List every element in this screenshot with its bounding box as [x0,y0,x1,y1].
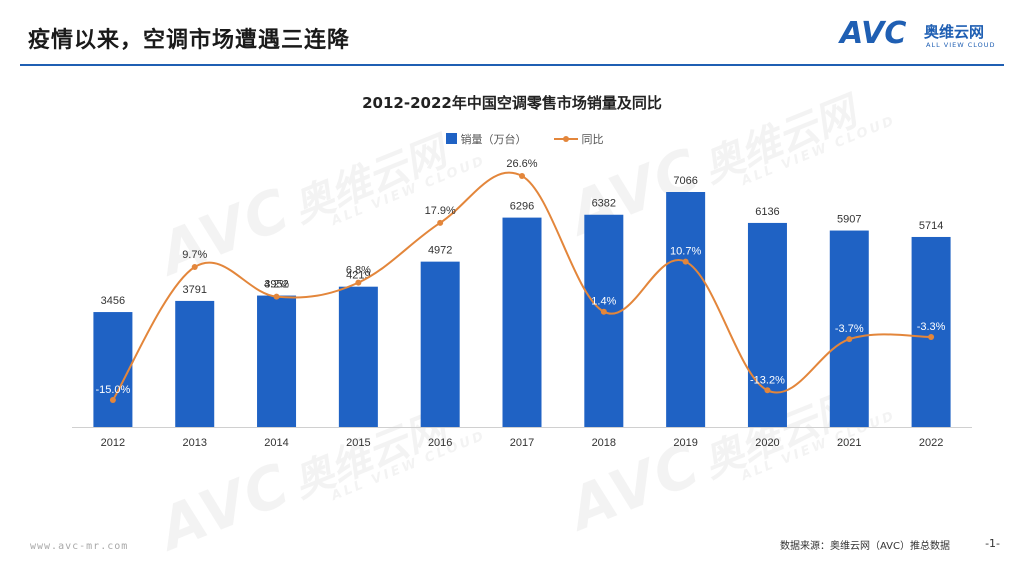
yoy-point-2014 [273,293,280,300]
x-tick-label-2017: 2017 [510,437,534,449]
yoy-point-2018 [600,308,607,315]
legend-bar-swatch [446,133,457,144]
yoy-label-2016: 17.9% [425,205,456,217]
footer-source: 数据来源：奥维云网（AVC）推总数据 [779,541,950,552]
yoy-line [112,171,932,401]
yoy-label-2013: 9.7% [182,249,207,261]
yoy-point-2013 [191,264,198,270]
bar-value-label-2012: 3456 [101,295,125,307]
yoy-point-2022 [928,334,935,340]
header-divider [20,64,1004,66]
bar-2019 [666,192,706,427]
bar-value-label-2019: 7066 [673,175,697,187]
legend-line-swatch [554,136,578,142]
x-tick-label-2014: 2014 [264,437,288,449]
yoy-label-2018: 1.4% [591,296,616,308]
x-tick-label-2018: 2018 [592,437,616,449]
logo-cn-text: 奥维云网 [924,23,985,41]
bar-2017 [502,217,542,427]
x-tick-label-2015: 2015 [346,437,370,449]
x-tick-label-2016: 2016 [428,437,452,449]
legend-item-yoy: 同比 [554,131,604,147]
yoy-label-2017: 26.6% [506,158,537,170]
yoy-label-2020: -13.2% [750,374,785,386]
bar-value-label-2021: 5907 [837,214,861,226]
bar-2014 [257,295,297,427]
legend-item-sales: 销量（万台） [446,131,527,147]
bar-2015 [338,286,378,427]
yoy-label-2014: 4.2% [264,279,289,291]
x-tick-label-2013: 2013 [182,437,206,449]
bar-value-label-2020: 6136 [755,206,779,218]
footer-url: www.avc-mr.com [30,541,129,552]
x-tick-label-2019: 2019 [673,437,697,449]
bar-2012 [93,312,133,427]
bar-2020 [747,222,787,427]
bar-2022 [911,236,951,427]
yoy-label-2021: -3.7% [835,323,864,335]
bar-value-label-2013: 3791 [182,284,206,296]
bar-2013 [175,300,215,427]
yoy-label-2022: -3.3% [917,321,946,333]
chart-title: 2012-2022年中国空调零售市场销量及同比 [362,94,662,112]
yoy-point-2015 [355,279,362,286]
yoy-point-2020 [764,387,771,394]
bar-value-label-2017: 6296 [510,201,534,213]
x-tick-label-2012: 2012 [101,437,125,449]
yoy-point-2016 [437,219,444,226]
avc-logo: AVC 奥维云网 ALL VIEW CLOUD [840,16,1010,54]
x-tick-label-2020: 2020 [755,437,779,449]
bar-value-label-2014: 3952 [264,279,288,291]
yoy-label-2012: -15.0% [95,384,130,396]
x-tick-label-2022: 2022 [919,437,943,449]
legend-label-yoy: 同比 [581,133,604,146]
yoy-label-2015: 6.8% [346,265,371,277]
yoy-point-2017 [519,173,525,179]
logo-en-text: ALL VIEW CLOUD [926,41,996,49]
bar-value-label-2018: 6382 [592,198,616,210]
bar-value-label-2022: 5714 [919,220,943,232]
yoy-point-2012 [109,397,116,403]
yoy-point-2019 [682,258,689,265]
slide-title: 疫情以来，空调市场遭遇三连降 [28,28,351,53]
legend-label-sales: 销量（万台） [460,133,527,146]
bar-2016 [420,261,460,427]
yoy-label-2019: 10.7% [670,246,701,258]
x-tick-label-2021: 2021 [837,437,861,449]
yoy-point-2021 [846,336,853,343]
bar-2021 [829,230,869,427]
logo-avc-text: AVC [840,16,907,51]
page-number: -1- [985,537,1000,550]
bar-2018 [584,214,624,427]
bar-value-label-2016: 4972 [428,245,452,257]
